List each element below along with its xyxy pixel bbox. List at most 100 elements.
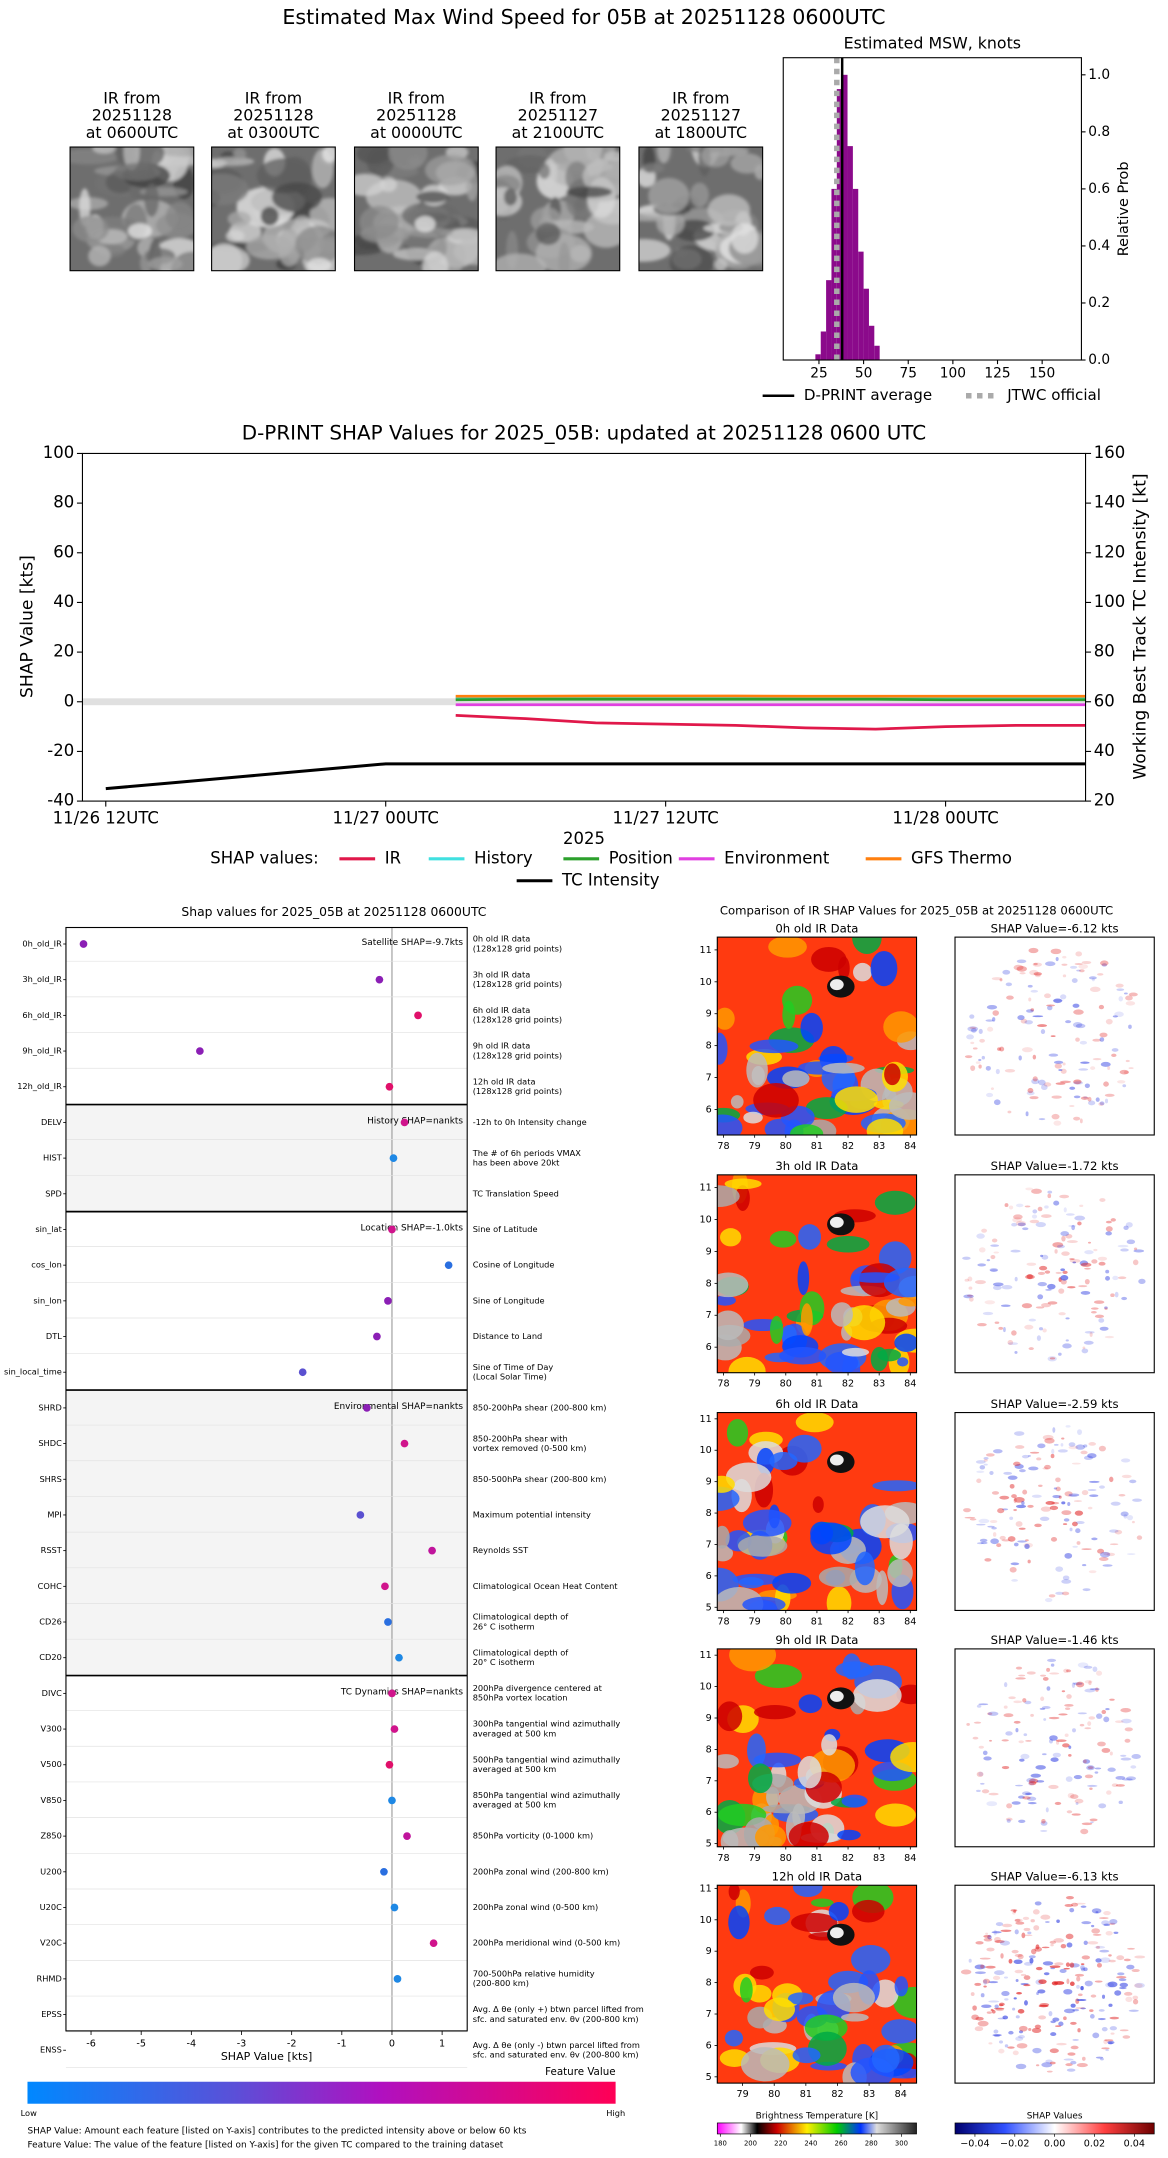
shap-blob: [1063, 1207, 1067, 1213]
shap-blob: [991, 1931, 1002, 1934]
shap-blob: [1074, 1973, 1085, 1977]
shap-blob: [1036, 1335, 1041, 1341]
lat-tick-label: 9: [706, 1946, 712, 1957]
shap-blob: [1096, 1670, 1103, 1676]
shap-blob: [1053, 1938, 1065, 1943]
cloud: [422, 251, 449, 271]
shap-blob: [1028, 1781, 1037, 1786]
shap-blob: [1012, 1911, 1016, 1915]
shap-blob: [1131, 1520, 1135, 1524]
shap-blob: [1043, 1718, 1047, 1721]
shap-blob: [1078, 964, 1089, 969]
shap-blob: [1067, 1494, 1078, 1497]
feature-description: Cosine of Longitude: [473, 1260, 555, 1270]
cloud: [730, 222, 759, 254]
shap-blob: [1084, 1727, 1092, 1730]
shap-blob: [1068, 1745, 1072, 1749]
shap-blob: [1031, 1078, 1040, 1085]
shap-blob: [1018, 1795, 1025, 1799]
shap-blob: [1055, 1486, 1061, 1492]
shap-blob: [1066, 1240, 1078, 1243]
shap-blob: [1134, 1955, 1146, 1959]
category-label: V20C: [40, 1938, 62, 1948]
category-label: Z850: [40, 1831, 61, 1841]
shap-blob: [1041, 1084, 1048, 1091]
feature-description: sfc. and saturated env. θv (200-800 km): [473, 2014, 639, 2024]
shap-blob: [1054, 2025, 1062, 2028]
shap-blob: [1015, 1521, 1023, 1527]
shap-blob: [1050, 1453, 1055, 1459]
shap-blob: [985, 1453, 995, 1457]
shap-blob: [1046, 1004, 1056, 1007]
shap-blob: [1120, 1757, 1132, 1761]
y-tick-label: -20: [47, 741, 74, 760]
shap-blob: [1101, 963, 1108, 967]
shap-blob: [1068, 1442, 1076, 1447]
image-content: [717, 1174, 917, 1373]
category-label: V300: [40, 1724, 61, 1734]
cloud: [782, 1000, 796, 1030]
shap-blob: [994, 1321, 1000, 1324]
plot-frame: [81, 452, 1087, 802]
shap-blob: [1054, 1962, 1064, 1966]
category-label: CD26: [39, 1617, 62, 1627]
cloud: [144, 183, 160, 217]
series-line: [455, 714, 1086, 731]
shap-blob: [971, 2014, 979, 2020]
shap-blob: [1099, 1551, 1111, 1558]
cloud: [465, 168, 479, 202]
shap-blob: [992, 2034, 1002, 2037]
shap-blob: [983, 1937, 993, 1942]
shap-blob: [1084, 1083, 1090, 1089]
shap-blob: [1079, 1260, 1089, 1266]
shap-blob: [1075, 1037, 1080, 1042]
shap-blob: [1011, 1494, 1017, 1499]
shap-blob: [1064, 1491, 1073, 1497]
cloud: [768, 937, 807, 958]
shap-blob: [992, 1532, 997, 1537]
cloud: [743, 1111, 763, 1124]
shap-blob: [1022, 1227, 1029, 1231]
ir-image: [638, 146, 764, 272]
lon-tick-label: 84: [904, 1379, 916, 1390]
shap-blob: [1079, 1723, 1085, 1727]
shap-blob: [1069, 1981, 1075, 1987]
shap-blob: [1003, 1471, 1013, 1475]
shap-dot: [389, 1154, 398, 1162]
shap-blob: [1012, 1217, 1022, 1223]
lat-tick-label: 7: [706, 2009, 712, 2020]
cloud: [717, 1295, 736, 1306]
shap-blob: [1054, 1249, 1058, 1254]
shap-blob: [1073, 1775, 1083, 1780]
cloud: [359, 205, 400, 239]
shap-blob: [1018, 1527, 1026, 1530]
shap-blob: [1080, 1290, 1091, 1295]
shap-blob: [984, 1558, 992, 1562]
shap-blob: [1064, 1733, 1069, 1737]
shap-blob: [1050, 1943, 1054, 1947]
x-tick-label: 0: [389, 2038, 395, 2049]
shap-blob: [1104, 1307, 1108, 1310]
shap-blob: [1040, 1029, 1046, 1035]
cloud: [225, 229, 245, 243]
shap-blob: [1080, 2007, 1086, 2010]
shap-blob: [1101, 2047, 1110, 2050]
image-label: IR from: [103, 88, 160, 107]
y-tick-label: 1.0: [1088, 67, 1110, 83]
shap-blob: [1077, 1429, 1082, 1435]
shap-blob: [1079, 969, 1085, 973]
shap-blob: [1098, 1803, 1107, 1809]
shap-blob: [1084, 1267, 1091, 1270]
group-label: Environmental SHAP=nankts: [334, 1402, 464, 1412]
shap-blob: [1116, 1955, 1125, 1961]
shap-blob: [1026, 1796, 1037, 1801]
shap-blob: [1015, 1220, 1026, 1227]
cloud: [852, 937, 882, 955]
cloud: [294, 216, 311, 226]
image-label: at 0600UTC: [86, 123, 178, 142]
shap-blob: [1089, 1331, 1093, 1337]
shap-blob: [970, 1992, 975, 1996]
y-axis-label: SHAP Value [kts]: [17, 555, 37, 698]
shap-blob: [1087, 1784, 1098, 1787]
